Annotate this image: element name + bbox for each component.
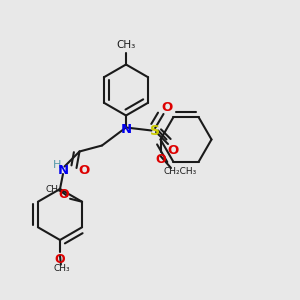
Text: O: O: [167, 143, 178, 157]
Text: O: O: [155, 153, 166, 167]
Text: O: O: [55, 253, 65, 266]
Text: CH₃: CH₃: [53, 264, 70, 273]
Text: CH₃: CH₃: [116, 40, 136, 50]
Text: O: O: [78, 164, 90, 177]
Text: CH₂CH₃: CH₂CH₃: [164, 167, 196, 176]
Text: S: S: [150, 124, 160, 137]
Text: CH₃: CH₃: [45, 185, 62, 194]
Text: O: O: [58, 188, 69, 201]
Text: O: O: [161, 101, 172, 114]
Text: H: H: [53, 160, 61, 170]
Text: N: N: [57, 164, 69, 177]
Text: N: N: [120, 123, 132, 136]
